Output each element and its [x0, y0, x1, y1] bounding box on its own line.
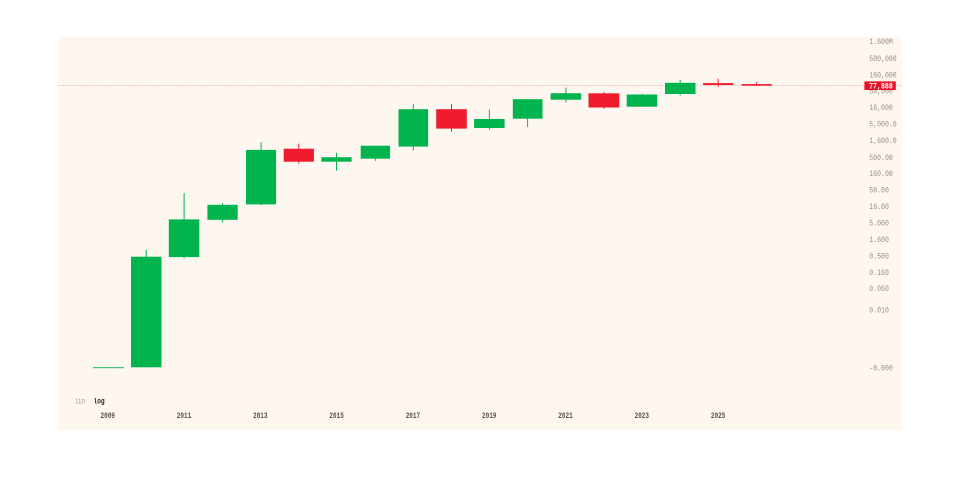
svg-text:50,000: 50,000 — [869, 88, 893, 97]
svg-text:500.00: 500.00 — [869, 154, 893, 163]
svg-text:2011: 2011 — [177, 412, 192, 421]
svg-text:2021: 2021 — [558, 412, 573, 421]
svg-text:16.00: 16.00 — [869, 203, 889, 212]
svg-text:160.00: 160.00 — [869, 170, 893, 179]
svg-text:1.600M: 1.600M — [869, 38, 893, 47]
svg-text:0.500: 0.500 — [869, 252, 889, 261]
svg-text:77,888: 77,888 — [869, 84, 893, 92]
svg-text:2019: 2019 — [482, 412, 497, 421]
svg-text:50.00: 50.00 — [869, 187, 889, 196]
svg-text:5,000.0: 5,000.0 — [869, 121, 896, 130]
svg-text:2017: 2017 — [406, 412, 421, 421]
svg-text:2015: 2015 — [329, 412, 344, 421]
svg-text:0.160: 0.160 — [869, 269, 889, 278]
svg-text:5.000: 5.000 — [869, 220, 889, 229]
svg-text:lin: lin — [75, 398, 86, 406]
svg-text:16,000: 16,000 — [869, 104, 893, 113]
svg-text:1.600: 1.600 — [869, 236, 889, 245]
svg-text:log: log — [93, 398, 105, 406]
svg-text:2025: 2025 — [711, 412, 726, 421]
svg-text:-0.000: -0.000 — [869, 365, 893, 374]
svg-text:0.050: 0.050 — [869, 285, 889, 294]
svg-text:2009: 2009 — [101, 412, 116, 421]
svg-text:1,600.0: 1,600.0 — [869, 137, 896, 146]
svg-text:2013: 2013 — [253, 412, 268, 421]
svg-text:500,000: 500,000 — [869, 55, 896, 64]
svg-text:0.010: 0.010 — [869, 306, 889, 315]
svg-text:2023: 2023 — [635, 412, 650, 421]
svg-text:160,000: 160,000 — [869, 71, 896, 80]
